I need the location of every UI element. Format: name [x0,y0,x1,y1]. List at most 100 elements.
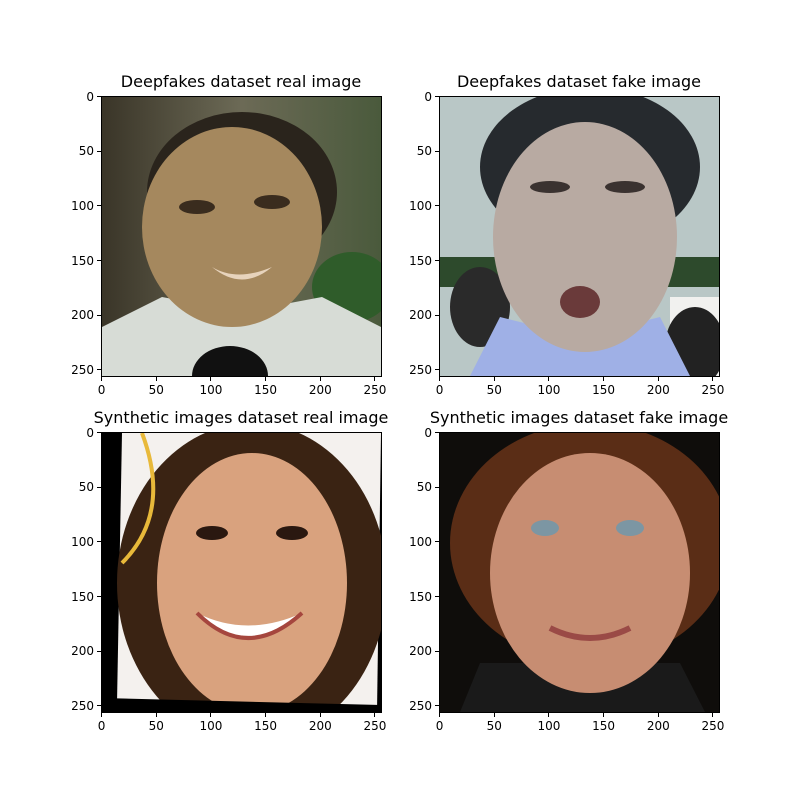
x-tick [210,713,212,717]
x-tick [319,377,321,381]
x-tick-label: 50 [148,719,164,733]
y-tick-label: 0 [86,89,94,104]
x-tick [439,713,441,717]
y-tick [435,314,439,316]
x-tick [155,377,157,381]
y-tick-label: 200 [71,644,94,659]
panel-title: Deepfakes dataset real image [120,72,362,91]
x-tick [548,713,550,717]
x-tick [101,377,103,381]
x-tick-label: 200 [646,383,670,397]
y-tick [435,650,439,652]
x-tick-label: 100 [537,383,561,397]
image-synthetic-real [101,432,382,713]
x-tick [210,377,212,381]
y-tick-label: 250 [71,698,94,713]
x-tick [101,713,103,717]
y-tick [97,650,101,652]
x-tick-label: 250 [363,383,387,397]
x-tick [493,377,495,381]
y-tick-label: 100 [71,534,94,549]
y-tick-label: 50 [78,480,94,495]
y-tick [435,260,439,262]
x-tick-label: 0 [97,383,106,397]
x-tick [493,713,495,717]
x-tick [712,713,714,717]
x-tick-label: 150 [254,383,278,397]
x-tick-label: 50 [148,383,164,397]
x-tick-label: 0 [97,719,106,733]
x-tick [603,713,605,717]
x-tick [548,377,550,381]
x-tick [657,713,659,717]
y-tick [97,541,101,543]
y-tick-label: 150 [409,589,432,604]
y-tick-label: 0 [424,425,432,440]
y-tick-label: 100 [71,198,94,213]
x-tick-label: 0 [435,383,444,397]
x-tick [439,377,441,381]
x-tick [603,377,605,381]
x-tick [265,713,267,717]
image-synthetic-fake [439,432,720,713]
x-tick [319,713,321,717]
y-tick [435,541,439,543]
y-tick-label: 200 [409,644,432,659]
y-tick-label: 200 [71,308,94,323]
y-tick-label: 150 [71,589,94,604]
y-tick-label: 200 [409,308,432,323]
y-tick [97,150,101,152]
y-tick-label: 100 [409,534,432,549]
y-tick-label: 150 [71,253,94,268]
y-tick-label: 0 [86,425,94,440]
y-tick [435,705,439,707]
y-tick [97,596,101,598]
x-tick [374,713,376,717]
x-tick-label: 150 [592,383,616,397]
y-tick [435,150,439,152]
x-tick-label: 50 [486,383,502,397]
y-tick [97,314,101,316]
x-tick-label: 100 [537,719,561,733]
y-tick-label: 50 [78,144,94,159]
y-tick [435,369,439,371]
panel-title: Synthetic images dataset fake image [429,408,729,427]
image-deepfakes-fake [439,96,720,377]
x-tick-label: 250 [701,719,725,733]
y-tick [97,486,101,488]
panel-title: Deepfakes dataset fake image [456,72,702,91]
x-tick-label: 150 [254,719,278,733]
y-tick-label: 50 [416,480,432,495]
x-tick [265,377,267,381]
x-tick-label: 250 [363,719,387,733]
x-tick [712,377,714,381]
x-tick [374,377,376,381]
y-tick-label: 250 [409,362,432,377]
x-tick [155,713,157,717]
y-tick-label: 250 [409,698,432,713]
x-tick-label: 100 [199,719,223,733]
x-tick-label: 200 [308,719,332,733]
y-tick [97,205,101,207]
x-tick-label: 0 [435,719,444,733]
image-deepfakes-real [101,96,382,377]
x-tick-label: 50 [486,719,502,733]
y-tick [97,705,101,707]
y-tick [97,432,101,434]
x-tick-label: 200 [646,719,670,733]
y-tick [435,96,439,98]
y-tick [97,96,101,98]
y-tick-label: 0 [424,89,432,104]
x-tick-label: 150 [592,719,616,733]
y-tick [435,205,439,207]
y-tick-label: 100 [409,198,432,213]
y-tick [97,260,101,262]
y-tick-label: 150 [409,253,432,268]
y-tick-label: 250 [71,362,94,377]
x-tick-label: 250 [701,383,725,397]
y-tick-label: 50 [416,144,432,159]
y-tick [435,596,439,598]
panel-title: Synthetic images dataset real image [93,408,389,427]
y-tick [435,432,439,434]
